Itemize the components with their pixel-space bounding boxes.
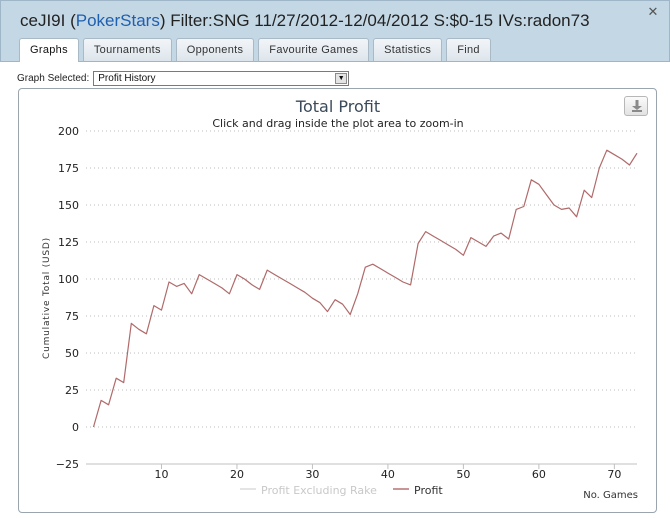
x-tick-label: 10 — [154, 468, 168, 481]
graph-select-value: Profit History — [98, 73, 156, 84]
chevron-down-icon[interactable]: ▼ — [335, 73, 348, 84]
tab-opponents[interactable]: Opponents — [175, 38, 255, 61]
tab-bar: Graphs Tournaments Opponents Favourite G… — [19, 38, 495, 62]
x-tick-label: 30 — [305, 468, 319, 481]
x-tick-label: 20 — [230, 468, 244, 481]
graph-select-dropdown[interactable]: Profit History ▼ — [93, 71, 350, 86]
y-tick-label: 200 — [58, 125, 79, 138]
download-icon — [632, 100, 642, 112]
graph-select-label: Graph Selected: — [17, 73, 90, 84]
x-tick-label: 40 — [381, 468, 395, 481]
series-line-profit[interactable] — [92, 149, 638, 428]
y-tick-label: 150 — [58, 199, 79, 212]
y-tick-label: 50 — [65, 347, 79, 360]
tab-tournaments[interactable]: Tournaments — [82, 38, 172, 61]
y-tick-label: 0 — [72, 421, 79, 434]
legend-item-profit-excluding-rake[interactable]: Profit Excluding Rake — [240, 484, 377, 497]
y-tick-label: 175 — [58, 162, 79, 175]
legend-label: Profit — [414, 484, 443, 497]
y-tick-label: 100 — [58, 273, 79, 286]
y-axis-title: Cumulative Total (USD) — [42, 237, 52, 359]
x-tick-label: 60 — [532, 468, 546, 481]
chart-subtitle: Click and drag inside the plot area to z… — [212, 117, 463, 130]
window-title: ceJI9I (PokerStars) Filter:SNG 11/27/201… — [20, 11, 590, 31]
legend-label: Profit Excluding Rake — [261, 484, 377, 497]
tab-favourite-games[interactable]: Favourite Games — [258, 38, 370, 61]
tab-statistics[interactable]: Statistics — [373, 38, 443, 61]
y-tick-label: −25 — [56, 458, 79, 471]
tab-find[interactable]: Find — [446, 38, 491, 61]
tab-graphs[interactable]: Graphs — [19, 38, 79, 62]
download-button[interactable] — [624, 96, 648, 116]
legend-item-profit[interactable]: Profit — [393, 484, 443, 497]
y-tick-label: 75 — [65, 310, 79, 323]
chart-panel[interactable] — [18, 88, 657, 513]
window-title-prefix: ceJI9I ( — [20, 11, 76, 30]
x-tick-label: 50 — [456, 468, 470, 481]
y-tick-label: 25 — [65, 384, 79, 397]
window-title-suffix: ) Filter:SNG 11/27/2012-12/04/2012 S:$0-… — [159, 11, 590, 30]
x-tick-label: 70 — [607, 468, 621, 481]
close-icon[interactable]: ✕ — [647, 4, 659, 19]
site-link[interactable]: PokerStars — [75, 11, 160, 30]
chart-title: Total Profit — [295, 97, 380, 116]
y-tick-label: 125 — [58, 236, 79, 249]
graph-select-row: Graph Selected: Profit History ▼ — [17, 71, 350, 86]
x-axis-title: No. Games — [583, 490, 638, 501]
